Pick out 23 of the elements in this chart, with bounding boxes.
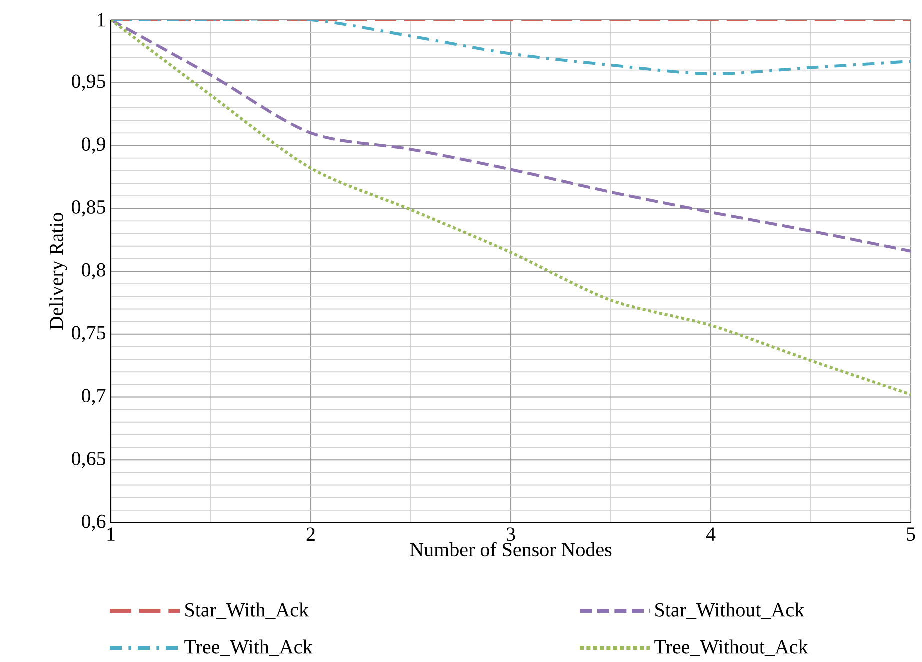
x-tick-label: 3 xyxy=(506,528,516,542)
y-tick-label: 0,7 xyxy=(82,389,106,406)
line-series xyxy=(111,20,912,76)
line-series xyxy=(111,20,912,253)
y-tick-label: 0,95 xyxy=(72,74,106,92)
y-tick-label: 0,9 xyxy=(82,138,106,154)
legend-label: Star_With_Ack xyxy=(186,602,310,620)
legend-label: Star_Without_Ack xyxy=(656,602,805,620)
x-tick-label: 2 xyxy=(306,528,315,541)
x-axis-title: Number of Sensor Nodes xyxy=(410,542,612,557)
line-series xyxy=(111,20,912,396)
legend-label: Tree_Without_Ack xyxy=(654,640,808,656)
x-tick-label: 5 xyxy=(907,528,916,541)
y-tick-label: 0,6 xyxy=(82,514,106,532)
y-tick-label: 1 xyxy=(98,13,106,27)
y-axis-title: Delivery Ratio xyxy=(49,213,68,330)
y-tick-label: 0,75 xyxy=(72,326,106,343)
y-tick-label: 0,65 xyxy=(72,452,106,468)
legend-label: Tree_With_Ack xyxy=(184,640,313,656)
y-tick-label: 0,8 xyxy=(82,263,106,280)
x-tick-label: 1 xyxy=(108,528,115,541)
y-tick-label: 0,85 xyxy=(72,200,106,217)
x-tick-label: 4 xyxy=(706,528,716,541)
